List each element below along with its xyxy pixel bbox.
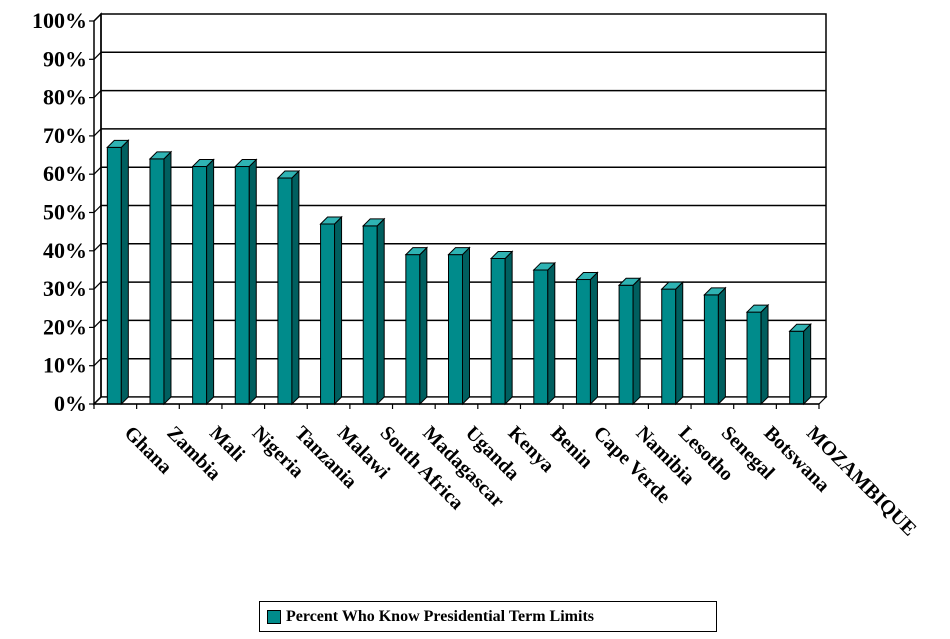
y-tick-label: 60% (43, 161, 87, 186)
bar (703, 286, 727, 406)
legend-label: Percent Who Know Presidential Term Limit… (286, 607, 594, 625)
bar-top (788, 323, 812, 332)
bar-top (361, 218, 386, 227)
bar (489, 250, 514, 406)
bar (447, 246, 471, 406)
bar (660, 280, 684, 406)
bar (234, 158, 258, 406)
bar-side (206, 158, 215, 406)
bar-side (248, 158, 257, 406)
bar (532, 261, 557, 406)
bar-front (746, 311, 762, 405)
bar (191, 158, 215, 406)
legend: Percent Who Know Presidential Term Limit… (259, 601, 717, 632)
bar-front (618, 284, 634, 405)
y-tick-label: 90% (43, 46, 87, 71)
bar-front (703, 294, 719, 405)
bar (361, 217, 386, 406)
bar-side (589, 271, 598, 406)
bar-front (192, 166, 208, 405)
bar-front (149, 158, 165, 405)
bar (148, 150, 173, 406)
bar-front (789, 330, 805, 405)
bar (404, 246, 429, 406)
bar-side (632, 277, 641, 406)
y-tick-label: 40% (43, 238, 87, 263)
bar-top (191, 159, 215, 168)
grid-side-tick (93, 128, 102, 137)
bar-front (661, 288, 677, 405)
bar-front (320, 223, 336, 405)
grid-side-tick (93, 358, 102, 367)
bar-top (276, 170, 301, 179)
plot-left-wall (93, 12, 102, 406)
y-tick-label: 30% (43, 276, 87, 301)
y-tick-label: 100% (32, 8, 87, 33)
bar-top (106, 139, 130, 148)
bar-top (745, 304, 770, 313)
bar-side (547, 261, 556, 406)
bar-front (575, 279, 591, 405)
bar-front (362, 225, 378, 405)
bar-side (419, 246, 428, 406)
bar-front (533, 269, 549, 405)
legend-swatch (267, 609, 281, 624)
bar-side (760, 303, 769, 406)
bar-top (703, 287, 727, 296)
bar-side (504, 250, 513, 406)
x-category-labels: GhanaZambiaMaliNigeriaTanzaniaMalawiSout… (120, 422, 921, 540)
x-category-label: Ghana (120, 422, 176, 478)
bar-side (334, 215, 343, 406)
grid-side-tick (93, 166, 102, 175)
bar-side (462, 246, 470, 406)
grid-side-tick (93, 90, 102, 99)
bar-side (120, 139, 129, 406)
y-tick-label: 0% (54, 391, 87, 416)
axes (89, 12, 820, 409)
grid-side-tick (93, 205, 102, 213)
bar-side (675, 280, 684, 406)
bar-top (532, 262, 557, 271)
bar-top (489, 250, 514, 259)
bar-side (291, 169, 300, 406)
bar (106, 139, 130, 406)
bar-top (319, 216, 343, 225)
bar-front (106, 146, 122, 405)
bar-top (234, 159, 258, 168)
bar-front (490, 257, 506, 405)
bar-front (234, 166, 250, 405)
bar-front (405, 254, 421, 405)
bars (106, 139, 812, 406)
grid-side-tick (93, 319, 102, 328)
y-tick-label: 80% (43, 85, 87, 110)
bar-side (803, 323, 812, 406)
y-tick-labels: 0% 10% 20% 30% 40% 50% 60% 70% 80% 90% 100% (32, 8, 87, 416)
bar-side (376, 217, 385, 406)
bar (617, 277, 642, 406)
bar-top (404, 247, 429, 256)
y-tick-label: 50% (43, 200, 87, 225)
bar-front (448, 254, 463, 405)
bar-top (617, 277, 642, 286)
y-tick-label: 70% (43, 123, 87, 148)
grid-side-tick (93, 51, 102, 60)
bar-top (148, 151, 173, 160)
bar-side (717, 286, 726, 406)
bar (575, 271, 599, 406)
bar (788, 323, 812, 406)
bar-front (277, 177, 293, 405)
bar (745, 303, 770, 406)
bar-top (447, 247, 471, 256)
y-tick-label: 10% (43, 353, 87, 378)
y-tick-label: 20% (43, 314, 87, 339)
bar-side (163, 150, 172, 406)
bar (319, 215, 343, 406)
grid-side-tick (93, 281, 102, 290)
bar (276, 169, 301, 406)
bar-top (575, 272, 599, 281)
grid-side-tick (93, 243, 102, 252)
bar-top (660, 281, 684, 290)
